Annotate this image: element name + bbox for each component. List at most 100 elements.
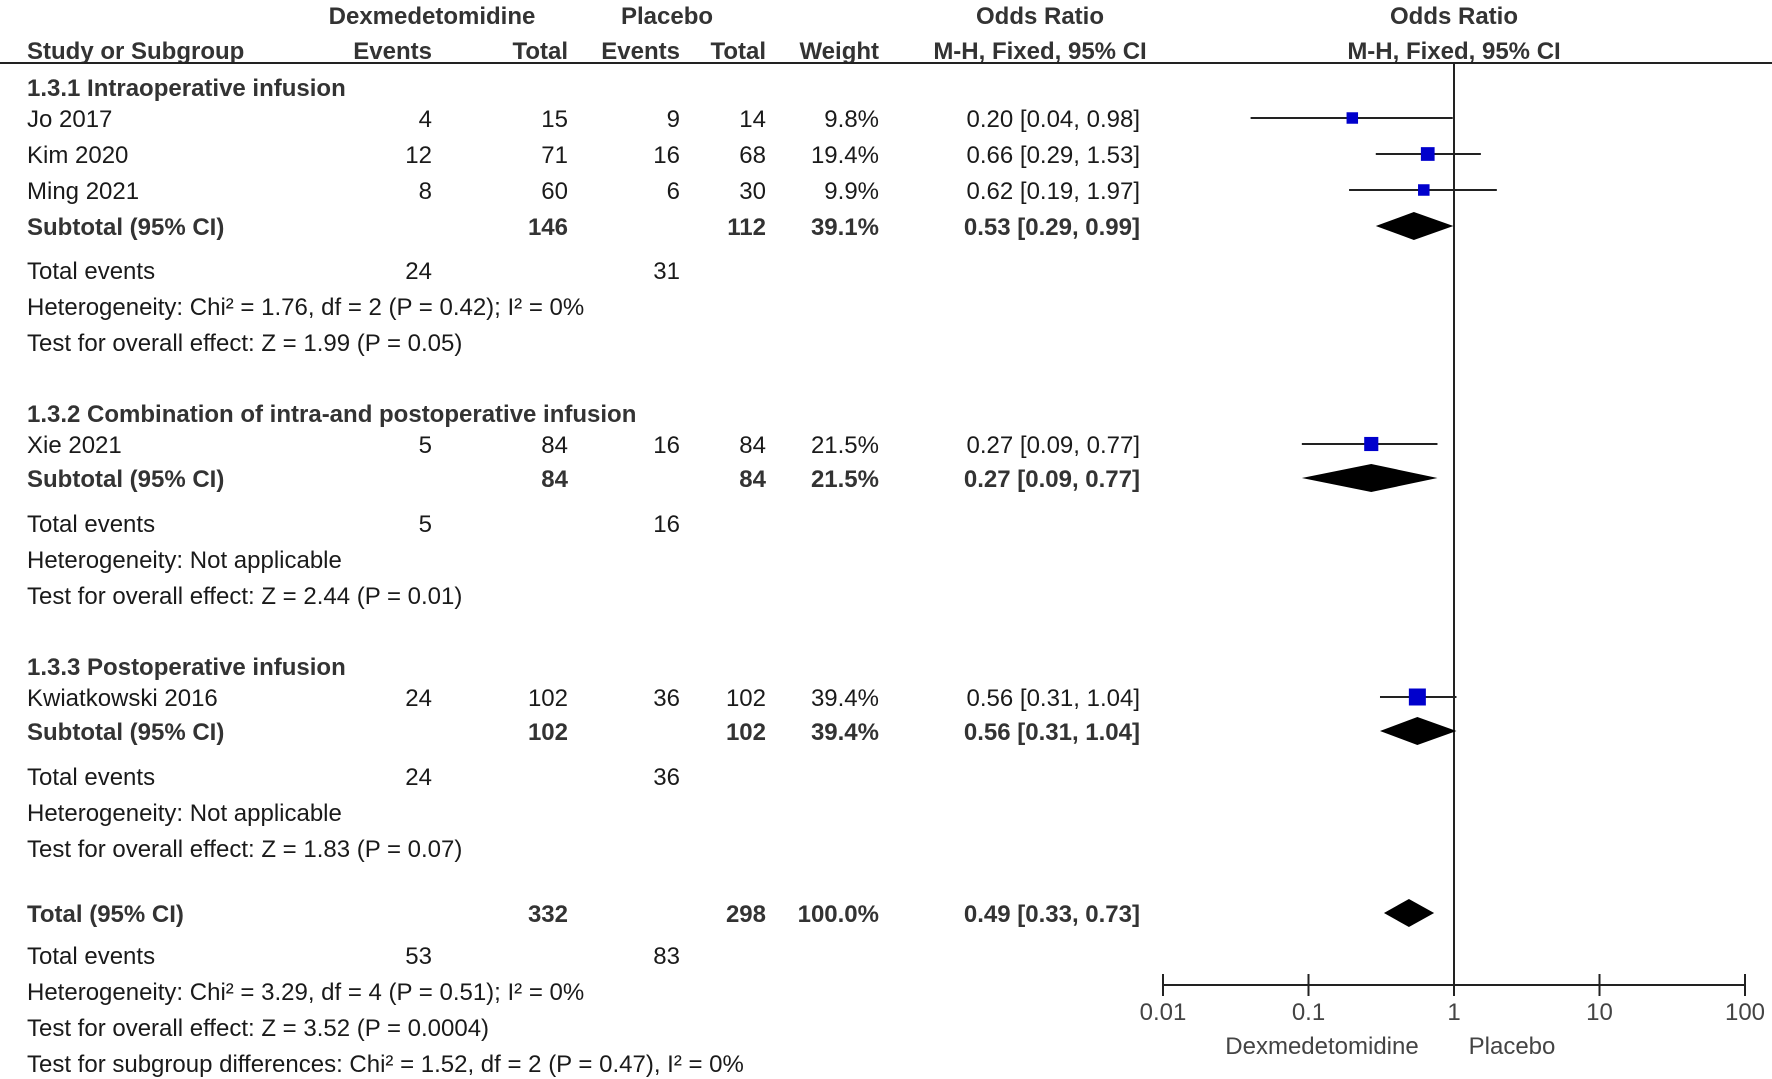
total-diamond xyxy=(1383,899,1435,927)
effect-square-marker xyxy=(1408,688,1426,706)
total-events-dexmedetomidine: 24 xyxy=(405,764,432,791)
total-dexmedetomidine: 60 xyxy=(541,178,568,205)
study-weight: 39.4% xyxy=(811,685,879,712)
total-dexmedetomidine: 84 xyxy=(541,432,568,459)
header-plot-odds-ratio: Odds Ratio xyxy=(1390,3,1518,30)
total-events-dexmedetomidine: 5 xyxy=(419,511,432,538)
total-dexmedetomidine: 71 xyxy=(541,142,568,169)
x-tick-label: 100 xyxy=(1725,999,1765,1026)
study-name: Ming 2021 xyxy=(27,178,139,205)
effect-square-marker xyxy=(1420,147,1435,161)
total-dexmedetomidine: 15 xyxy=(541,106,568,133)
subtotal-diamond xyxy=(1379,717,1457,745)
effect-square-marker xyxy=(1346,112,1359,124)
total-events-placebo: 36 xyxy=(653,764,680,791)
total-placebo: 30 xyxy=(739,178,766,205)
total-events-label: Total events xyxy=(27,511,155,538)
header-group1: Dexmedetomidine xyxy=(329,3,536,30)
x-tick-label: 1 xyxy=(1447,999,1460,1026)
total-placebo: 68 xyxy=(739,142,766,169)
total-events-placebo: 83 xyxy=(653,943,680,970)
subgroup-differences-text: Test for subgroup differences: Chi² = 1.… xyxy=(27,1051,744,1078)
events-placebo: 9 xyxy=(667,106,680,133)
subtotal-weight: 39.1% xyxy=(811,214,879,241)
total-placebo: 84 xyxy=(739,432,766,459)
events-placebo: 16 xyxy=(653,432,680,459)
subtotal-diamond xyxy=(1301,464,1438,492)
subtotal: Subtotal (95% CI) xyxy=(27,214,224,241)
total-events-label: Total events xyxy=(27,943,155,970)
events-placebo: 6 xyxy=(667,178,680,205)
study-weight: 21.5% xyxy=(811,432,879,459)
study-odds-ratio: 0.62 [0.19, 1.97] xyxy=(967,178,1140,205)
grand-total-total-placebo: 298 xyxy=(726,901,766,928)
header-total-2: Total xyxy=(710,38,766,65)
grand-total: Total (95% CI) xyxy=(27,901,184,928)
study-odds-ratio: 0.66 [0.29, 1.53] xyxy=(967,142,1140,169)
heterogeneity-text: Heterogeneity: Chi² = 1.76, df = 2 (P = … xyxy=(27,294,584,321)
study-odds-ratio: 0.20 [0.04, 0.98] xyxy=(967,106,1140,133)
grand-total-total-dexmedetomidine: 332 xyxy=(528,901,568,928)
total-events-dexmedetomidine: 24 xyxy=(405,258,432,285)
study-name: Xie 2021 xyxy=(27,432,122,459)
study-name: Jo 2017 xyxy=(27,106,112,133)
subtotal-total-placebo: 102 xyxy=(726,719,766,746)
subgroup-title: 1.3.1 Intraoperative infusion xyxy=(27,75,346,102)
header-total-1: Total xyxy=(512,38,568,65)
x-tick-label: 0.1 xyxy=(1292,999,1325,1026)
subtotal-total-placebo: 112 xyxy=(727,214,766,241)
subtotal-total-placebo: 84 xyxy=(739,466,766,493)
header-plot-method: M-H, Fixed, 95% CI xyxy=(1347,38,1560,65)
events-dexmedetomidine: 12 xyxy=(405,142,432,169)
total-events-placebo: 16 xyxy=(653,511,680,538)
events-dexmedetomidine: 4 xyxy=(419,106,432,133)
header-group2: Placebo xyxy=(621,3,713,30)
effect-square-marker xyxy=(1418,184,1430,196)
subtotal-weight: 39.4% xyxy=(811,719,879,746)
study-name: Kim 2020 xyxy=(27,142,128,169)
subtotal-total-dexmedetomidine: 102 xyxy=(528,719,568,746)
total-events-placebo: 31 xyxy=(653,258,680,285)
study-weight: 19.4% xyxy=(811,142,879,169)
study-weight: 9.8% xyxy=(824,106,879,133)
heterogeneity-text: Heterogeneity: Not applicable xyxy=(27,547,342,574)
total-events-label: Total events xyxy=(27,764,155,791)
events-placebo: 16 xyxy=(653,142,680,169)
study-weight: 9.9% xyxy=(824,178,879,205)
subgroup-title: 1.3.2 Combination of intra-and postopera… xyxy=(27,401,636,428)
study-odds-ratio: 0.27 [0.09, 0.77] xyxy=(967,432,1140,459)
header-events-2: Events xyxy=(601,38,680,65)
subtotal-odds-ratio: 0.27 [0.09, 0.77] xyxy=(964,466,1140,493)
subtotal-odds-ratio: 0.56 [0.31, 1.04] xyxy=(964,719,1140,746)
overall-effect-total-text: Test for overall effect: Z = 3.52 (P = 0… xyxy=(27,1015,489,1042)
header-weight: Weight xyxy=(799,38,879,65)
study-odds-ratio: 0.56 [0.31, 1.04] xyxy=(967,685,1140,712)
total-placebo: 14 xyxy=(739,106,766,133)
total-events-label: Total events xyxy=(27,258,155,285)
effect-square-marker xyxy=(1364,436,1379,452)
header-odds-ratio: Odds Ratio xyxy=(976,3,1104,30)
subtotal-total-dexmedetomidine: 84 xyxy=(541,466,568,493)
subtotal: Subtotal (95% CI) xyxy=(27,719,224,746)
grand-total-odds-ratio: 0.49 [0.33, 0.73] xyxy=(964,901,1140,928)
study-name: Kwiatkowski 2016 xyxy=(27,685,218,712)
total-placebo: 102 xyxy=(726,685,766,712)
overall-effect-text: Test for overall effect: Z = 1.99 (P = 0… xyxy=(27,330,462,357)
heterogeneity-text: Heterogeneity: Not applicable xyxy=(27,800,342,827)
events-dexmedetomidine: 8 xyxy=(419,178,432,205)
subtotal-odds-ratio: 0.53 [0.29, 0.99] xyxy=(964,214,1140,241)
subtotal: Subtotal (95% CI) xyxy=(27,466,224,493)
favours-dexmedetomidine-label: Dexmedetomidine xyxy=(1225,1033,1418,1060)
overall-effect-text: Test for overall effect: Z = 1.83 (P = 0… xyxy=(27,836,462,863)
events-dexmedetomidine: 24 xyxy=(405,685,432,712)
header-or-method: M-H, Fixed, 95% CI xyxy=(933,38,1146,65)
header-study: Study or Subgroup xyxy=(27,38,244,65)
subtotal-weight: 21.5% xyxy=(811,466,879,493)
subtotal-diamond xyxy=(1375,212,1454,240)
grand-total-weight: 100.0% xyxy=(798,901,879,928)
header-events-1: Events xyxy=(353,38,432,65)
overall-effect-text: Test for overall effect: Z = 2.44 (P = 0… xyxy=(27,583,462,610)
events-dexmedetomidine: 5 xyxy=(419,432,432,459)
events-placebo: 36 xyxy=(653,685,680,712)
